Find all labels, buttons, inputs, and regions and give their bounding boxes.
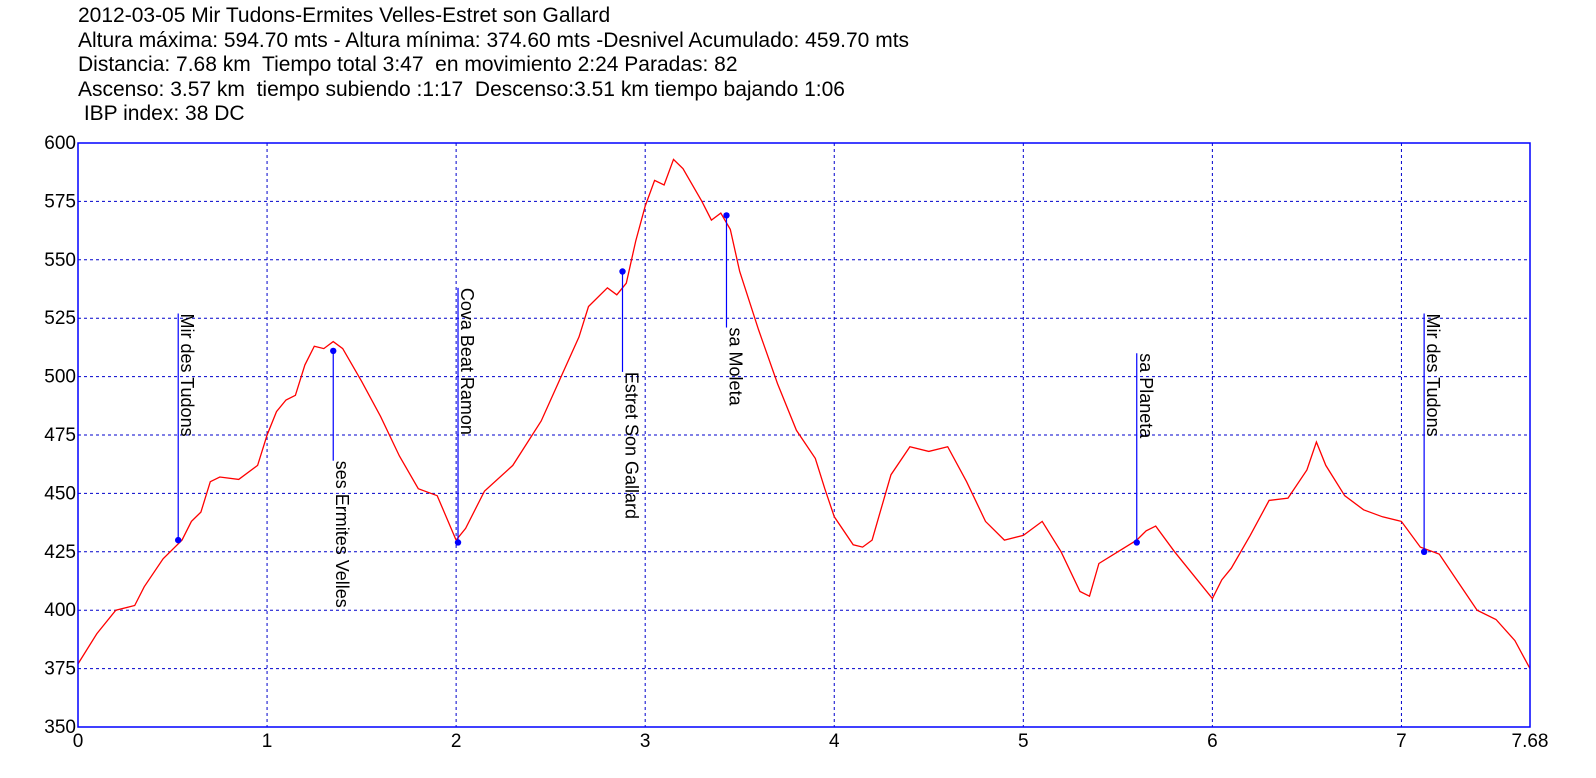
elevation-line xyxy=(77,158,1531,669)
ascent-summary: Ascenso: 3.57 km tiempo subiendo :1:17 D… xyxy=(78,77,845,101)
waypoint-point xyxy=(1133,539,1140,546)
x-tick-label: 1 xyxy=(262,731,273,752)
x-tick-label: 7.68 xyxy=(1512,731,1549,752)
y-tick-label: 575 xyxy=(44,191,76,212)
grid-lines xyxy=(78,143,1530,727)
waypoint-marker: ses Ermites Velles xyxy=(330,347,352,608)
y-tick-label: 600 xyxy=(44,133,76,154)
x-tick-label: 2 xyxy=(451,731,462,752)
y-tick-label: 525 xyxy=(44,308,76,329)
waypoint-point xyxy=(1420,548,1428,555)
x-tick-label: 4 xyxy=(829,731,840,752)
waypoint-point xyxy=(723,212,730,219)
waypoint-point xyxy=(175,536,182,544)
y-tick-label: 400 xyxy=(44,600,76,621)
y-axis-ticks: 350 375 400 425 450 475 500 525 550 575 600 xyxy=(44,133,76,738)
y-tick-label: 375 xyxy=(44,659,76,680)
y-tick-label: 550 xyxy=(44,250,76,271)
waypoint-point xyxy=(454,539,462,546)
x-tick-label: 5 xyxy=(1018,731,1029,752)
waypoint-point xyxy=(619,268,626,275)
waypoints: Mir des Tudons ses Ermites Velles Cova Bea… xyxy=(175,212,1443,608)
plot-frame xyxy=(77,142,1531,728)
x-tick-label: 6 xyxy=(1207,731,1218,752)
waypoint-label: ses Ermites Velles xyxy=(332,461,352,608)
chart-title: 2012-03-05 Mir Tudons-Ermites Velles-Est… xyxy=(78,4,611,27)
altitude-summary: Altura máxima: 594.70 mts - Altura mínim… xyxy=(78,28,910,52)
waypoint-marker: Cova Beat Ramon xyxy=(454,287,477,546)
x-tick-label: 7 xyxy=(1396,731,1407,752)
waypoint-marker: Estret Son Gallard xyxy=(619,268,642,519)
ibp-index: IBP index: 38 DC xyxy=(78,102,245,125)
waypoint-marker: Mir des Tudons xyxy=(1420,313,1443,555)
y-tick-label: 475 xyxy=(44,425,76,446)
y-tick-label: 425 xyxy=(44,542,76,563)
waypoint-label: Estret Son Gallard xyxy=(622,372,642,519)
y-tick-label: 450 xyxy=(44,483,76,504)
waypoint-label: sa Moleta xyxy=(725,328,745,407)
x-axis-ticks: 0 1 2 3 4 5 6 7 7.68 xyxy=(73,731,1549,752)
distance-summary: Distancia: 7.68 km Tiempo total 3:47 en … xyxy=(78,53,738,76)
x-tick-label: 0 xyxy=(73,731,84,752)
waypoint-label: sa Planeta xyxy=(1136,353,1156,439)
waypoint-point xyxy=(330,347,337,355)
x-tick-label: 3 xyxy=(640,731,651,752)
waypoint-label: Mir des Tudons xyxy=(1423,314,1443,437)
waypoint-marker: Mir des Tudons xyxy=(175,313,197,544)
chart-header: 2012-03-05 Mir Tudons-Ermites Velles-Est… xyxy=(78,4,909,127)
waypoint-label: Cova Beat Ramon xyxy=(457,288,477,435)
waypoint-label: Mir des Tudons xyxy=(177,314,197,437)
y-tick-label: 500 xyxy=(44,367,76,388)
waypoint-marker: sa Planeta xyxy=(1133,353,1156,546)
waypoint-marker: sa Moleta xyxy=(723,212,745,407)
y-tick-label: 350 xyxy=(44,717,76,738)
